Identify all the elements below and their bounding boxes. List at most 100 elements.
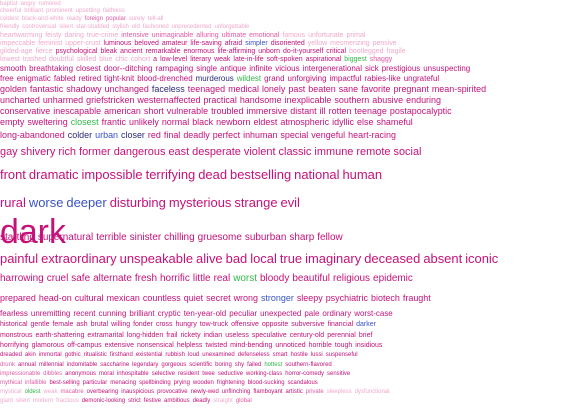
word: worst (233, 273, 257, 284)
word: drunk (0, 362, 15, 368)
word: peculiar (229, 309, 258, 318)
word: infinite (249, 64, 273, 73)
word: glamorous (31, 342, 65, 349)
word: gruesome (197, 232, 242, 243)
word: cheerful (0, 8, 22, 14)
word: quiet (183, 293, 204, 303)
word: do-it-yourself (283, 48, 324, 55)
word: recent (73, 309, 96, 318)
word: indian (203, 332, 223, 339)
word: private (305, 389, 324, 395)
word: blue (99, 56, 113, 63)
word: sharp (289, 232, 315, 243)
word: impactful (329, 74, 362, 83)
word: vengeful (311, 130, 346, 140)
word-cloud-line: front dramatic impossible terrifying dead bes… (0, 167, 567, 182)
word: pregnant (393, 84, 429, 94)
word-cloud-line: horrifying glamorous off-campus extensive no… (0, 341, 567, 350)
word: brilliant (129, 309, 155, 318)
word: afraid (224, 40, 243, 47)
word: festive (143, 398, 162, 404)
word: teenaged (187, 84, 226, 94)
word: best-selling (49, 380, 80, 386)
word: cunning (98, 309, 127, 318)
word: supernatural (37, 232, 94, 243)
word: closest (76, 64, 101, 73)
word: nonsensical (137, 342, 174, 349)
word: prestigious (381, 64, 421, 73)
word: moral (98, 371, 114, 377)
word: teenage (354, 106, 387, 116)
word: rubbish (165, 352, 185, 358)
word: ash (76, 321, 88, 328)
word-cloud-line: rural worse deeper disturbing mysterious stra… (0, 195, 567, 210)
word: unexamined (202, 352, 235, 358)
word: daring (64, 32, 84, 39)
word: emotional (249, 32, 280, 39)
word: suspenseful (325, 352, 358, 358)
word: newly-wed (190, 389, 219, 395)
word: rich (58, 146, 77, 158)
word: old (131, 24, 140, 30)
word: infallible (24, 380, 47, 386)
word: bloody (259, 273, 290, 284)
word: alluring (196, 32, 219, 39)
word: southern-flavored (285, 362, 332, 368)
word: rumored (38, 1, 61, 7)
word: bestselling (230, 167, 292, 182)
word: pale (304, 309, 320, 318)
word: fragile (386, 48, 406, 55)
word: shaggy (369, 56, 393, 63)
word: else (357, 117, 374, 127)
word: twisted (205, 342, 228, 349)
word: imaginary (305, 251, 362, 266)
word: tow-truck (199, 321, 229, 328)
word: intergenerational (302, 64, 362, 73)
word: star-studded (76, 24, 110, 30)
word: insidious (355, 342, 383, 349)
word: religious (332, 273, 371, 284)
word: fierce (35, 48, 53, 55)
word: rabies-like (364, 74, 401, 83)
word: medical (228, 84, 259, 94)
word: unspeakable (119, 251, 194, 266)
word: terrifying (145, 167, 196, 182)
word: unforgettable (214, 24, 250, 30)
word: past (288, 84, 306, 94)
word: westernaffected (137, 95, 201, 105)
word: prepared (0, 293, 36, 303)
word: desperate (192, 146, 241, 158)
word: tell-all (147, 16, 164, 22)
word: antique (220, 64, 247, 73)
word: absent (423, 251, 463, 266)
word: ungrateful (403, 74, 440, 83)
word: millennial (38, 362, 64, 368)
word: life-affirming (217, 48, 256, 55)
word: southern (334, 95, 370, 105)
word: unexpected (260, 309, 302, 318)
word: closest (70, 117, 99, 127)
word: terrible (96, 232, 127, 243)
word: little (192, 273, 211, 284)
word-cloud-line: friendly controversial silent star-studded s… (0, 23, 567, 31)
word: impressionable (0, 371, 41, 377)
word: impeccable (0, 40, 36, 47)
word: disturbing (109, 195, 166, 210)
word-cloud-line: smooth breathtaking closest door--ditching r… (0, 64, 567, 74)
word: alternate (93, 273, 132, 284)
word: fearless (0, 309, 28, 318)
word: startling (0, 232, 35, 243)
word: unimaginable (151, 32, 194, 39)
word: coldest (0, 16, 19, 22)
word: wrong (233, 293, 258, 303)
word: cohort (130, 56, 151, 63)
word: giant (0, 398, 13, 404)
word-cloud-line: prepared head-on cultural mexican countless q… (0, 293, 567, 304)
word: blood-drenched (137, 74, 193, 83)
word: inexplicable (284, 95, 332, 105)
word: mean-spirited (431, 84, 487, 94)
word: ambitious (164, 398, 190, 404)
word: vicious (275, 64, 300, 73)
word: hottest (264, 362, 283, 368)
word: mind-bending (230, 342, 273, 349)
